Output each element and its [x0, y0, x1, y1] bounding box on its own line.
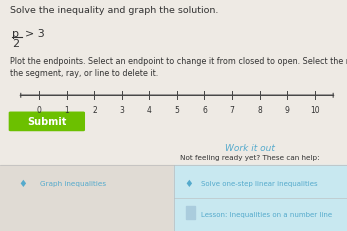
- Text: Plot the endpoints. Select an endpoint to change it from closed to open. Select : Plot the endpoints. Select an endpoint t…: [10, 57, 347, 78]
- Text: 8: 8: [257, 106, 262, 115]
- Text: Lesson: Inequalities on a number line: Lesson: Inequalities on a number line: [201, 212, 332, 218]
- Text: 9: 9: [285, 106, 289, 115]
- Text: 3: 3: [119, 106, 124, 115]
- Text: Submit: Submit: [27, 117, 67, 127]
- Text: Solve the inequality and graph the solution.: Solve the inequality and graph the solut…: [10, 6, 219, 15]
- Text: 10: 10: [310, 106, 319, 115]
- Text: 2: 2: [12, 39, 19, 49]
- Bar: [0, 165, 174, 231]
- Text: 0: 0: [37, 106, 42, 115]
- Text: p: p: [12, 29, 19, 39]
- Bar: [174, 165, 347, 231]
- Text: 4: 4: [147, 106, 152, 115]
- Text: 7: 7: [230, 106, 235, 115]
- Text: 1: 1: [65, 106, 69, 115]
- Text: ♦: ♦: [18, 179, 27, 188]
- Text: ♦: ♦: [185, 179, 194, 188]
- FancyBboxPatch shape: [9, 112, 85, 132]
- Bar: [186, 207, 195, 219]
- Text: 5: 5: [175, 106, 179, 115]
- Text: Work it out: Work it out: [225, 143, 275, 152]
- Text: 2: 2: [92, 106, 97, 115]
- Text: Solve one-step linear inequalities: Solve one-step linear inequalities: [201, 181, 318, 187]
- Text: Graph inequalities: Graph inequalities: [40, 181, 106, 187]
- Text: 6: 6: [202, 106, 207, 115]
- Text: > 3: > 3: [25, 29, 45, 39]
- Text: Not feeling ready yet? These can help:: Not feeling ready yet? These can help:: [180, 154, 320, 160]
